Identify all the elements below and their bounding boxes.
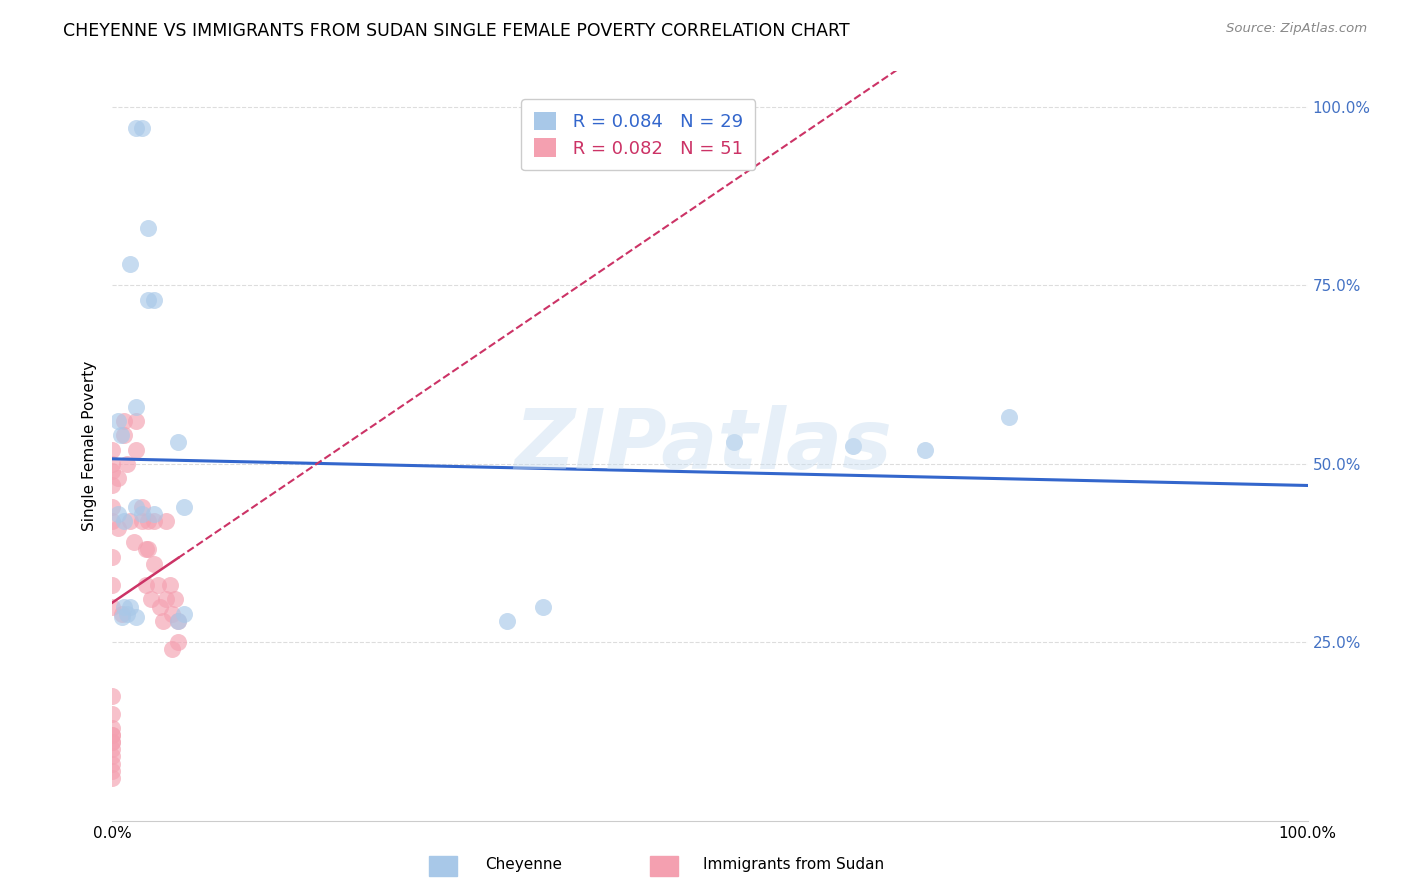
Point [167,635,190,649]
Point [723,435,745,450]
Point [131,500,153,514]
Point [138,514,160,528]
Text: CHEYENNE VS IMMIGRANTS FROM SUDAN SINGLE FEMALE POVERTY CORRELATION CHART: CHEYENNE VS IMMIGRANTS FROM SUDAN SINGLE… [63,22,849,40]
Point [110,428,132,442]
Point [101,728,124,742]
Point [159,578,181,592]
Legend:  R = 0.084   N = 29,  R = 0.082   N = 51: R = 0.084 N = 29, R = 0.082 N = 51 [522,99,755,170]
Point [131,121,153,136]
Point [143,507,166,521]
Point [101,756,124,771]
Point [125,610,148,624]
Point [101,549,124,564]
Point [111,607,134,621]
Point [143,514,166,528]
Point [115,457,138,471]
Point [131,514,153,528]
Point [167,435,190,450]
Point [149,599,172,614]
Point [173,607,195,621]
Point [173,500,195,514]
Point [101,764,124,778]
Point [998,410,1021,425]
Point [101,578,124,592]
Point [143,557,166,571]
Point [131,507,153,521]
Point [155,592,177,607]
Point [496,614,519,628]
Point [125,500,148,514]
Point [143,293,166,307]
Point [107,414,129,428]
Point [125,121,148,136]
Point [146,578,169,592]
Point [139,592,162,607]
Point [107,507,129,521]
Point [101,706,124,721]
Point [101,742,124,756]
Point [114,599,135,614]
Point [120,257,142,271]
Point [167,614,190,628]
Point [101,728,124,742]
Point [101,599,124,614]
Point [111,610,134,624]
Text: ZIPatlas: ZIPatlas [515,406,891,486]
Point [138,542,160,557]
Point [101,721,124,735]
Point [114,514,135,528]
Text: Immigrants from Sudan: Immigrants from Sudan [703,857,884,872]
Point [167,614,190,628]
Point [101,457,124,471]
Point [138,293,160,307]
Point [101,478,124,492]
Point [135,542,157,557]
Point [162,607,183,621]
Point [152,614,174,628]
Point [101,735,124,749]
Point [120,599,142,614]
Point [101,771,124,785]
Point [101,735,124,749]
Point [101,689,124,703]
Point [162,642,183,657]
Text: Cheyenne: Cheyenne [485,857,562,872]
Point [125,414,148,428]
Point [101,464,124,478]
Point [155,514,177,528]
Point [531,599,554,614]
Point [101,500,124,514]
Text: Source: ZipAtlas.com: Source: ZipAtlas.com [1226,22,1367,36]
Point [107,521,129,535]
Point [163,592,186,607]
Point [115,607,138,621]
Point [842,439,865,453]
Point [107,471,129,485]
Point [101,442,124,457]
Point [138,221,160,235]
Y-axis label: Single Female Poverty: Single Female Poverty [82,361,97,531]
Point [125,442,148,457]
Point [114,414,135,428]
Point [101,749,124,764]
Point [914,442,936,457]
Point [101,514,124,528]
Point [120,514,142,528]
Point [114,428,135,442]
Point [122,535,145,549]
Point [135,578,157,592]
Point [125,400,148,414]
